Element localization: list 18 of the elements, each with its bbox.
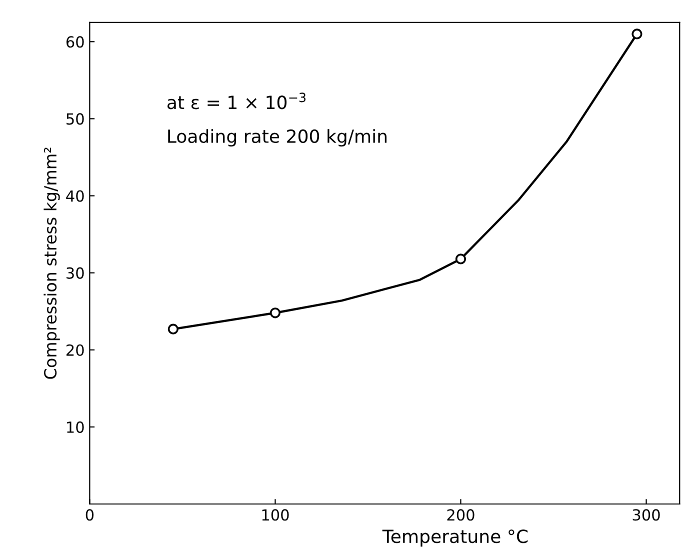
- x-tick-label: 100: [262, 509, 289, 521]
- point: [455, 254, 466, 264]
- x-tick-label: 300: [632, 509, 660, 521]
- x-axis-title: Temperatune °C: [382, 530, 528, 547]
- y-tick-label: 40: [66, 190, 84, 202]
- y-tick-label: 20: [66, 344, 84, 356]
- annotation: Loading rate 200 kg/min: [168, 129, 386, 147]
- annotation: at ε = 1 × 10$^{−3}$: [167, 92, 306, 110]
- x-tick-label: 0: [86, 509, 94, 521]
- y-tick-label: 10: [67, 421, 84, 433]
- point: [270, 308, 281, 318]
- y-tick-label: 30: [66, 267, 84, 279]
- y-tick-label: 60: [66, 36, 84, 48]
- point: [632, 28, 642, 40]
- point: [168, 324, 178, 334]
- y-axis-title: Compression stress kg/mm²: [44, 148, 60, 379]
- x-tick-label: 200: [447, 509, 474, 521]
- y-tick-label: 50: [66, 113, 84, 125]
